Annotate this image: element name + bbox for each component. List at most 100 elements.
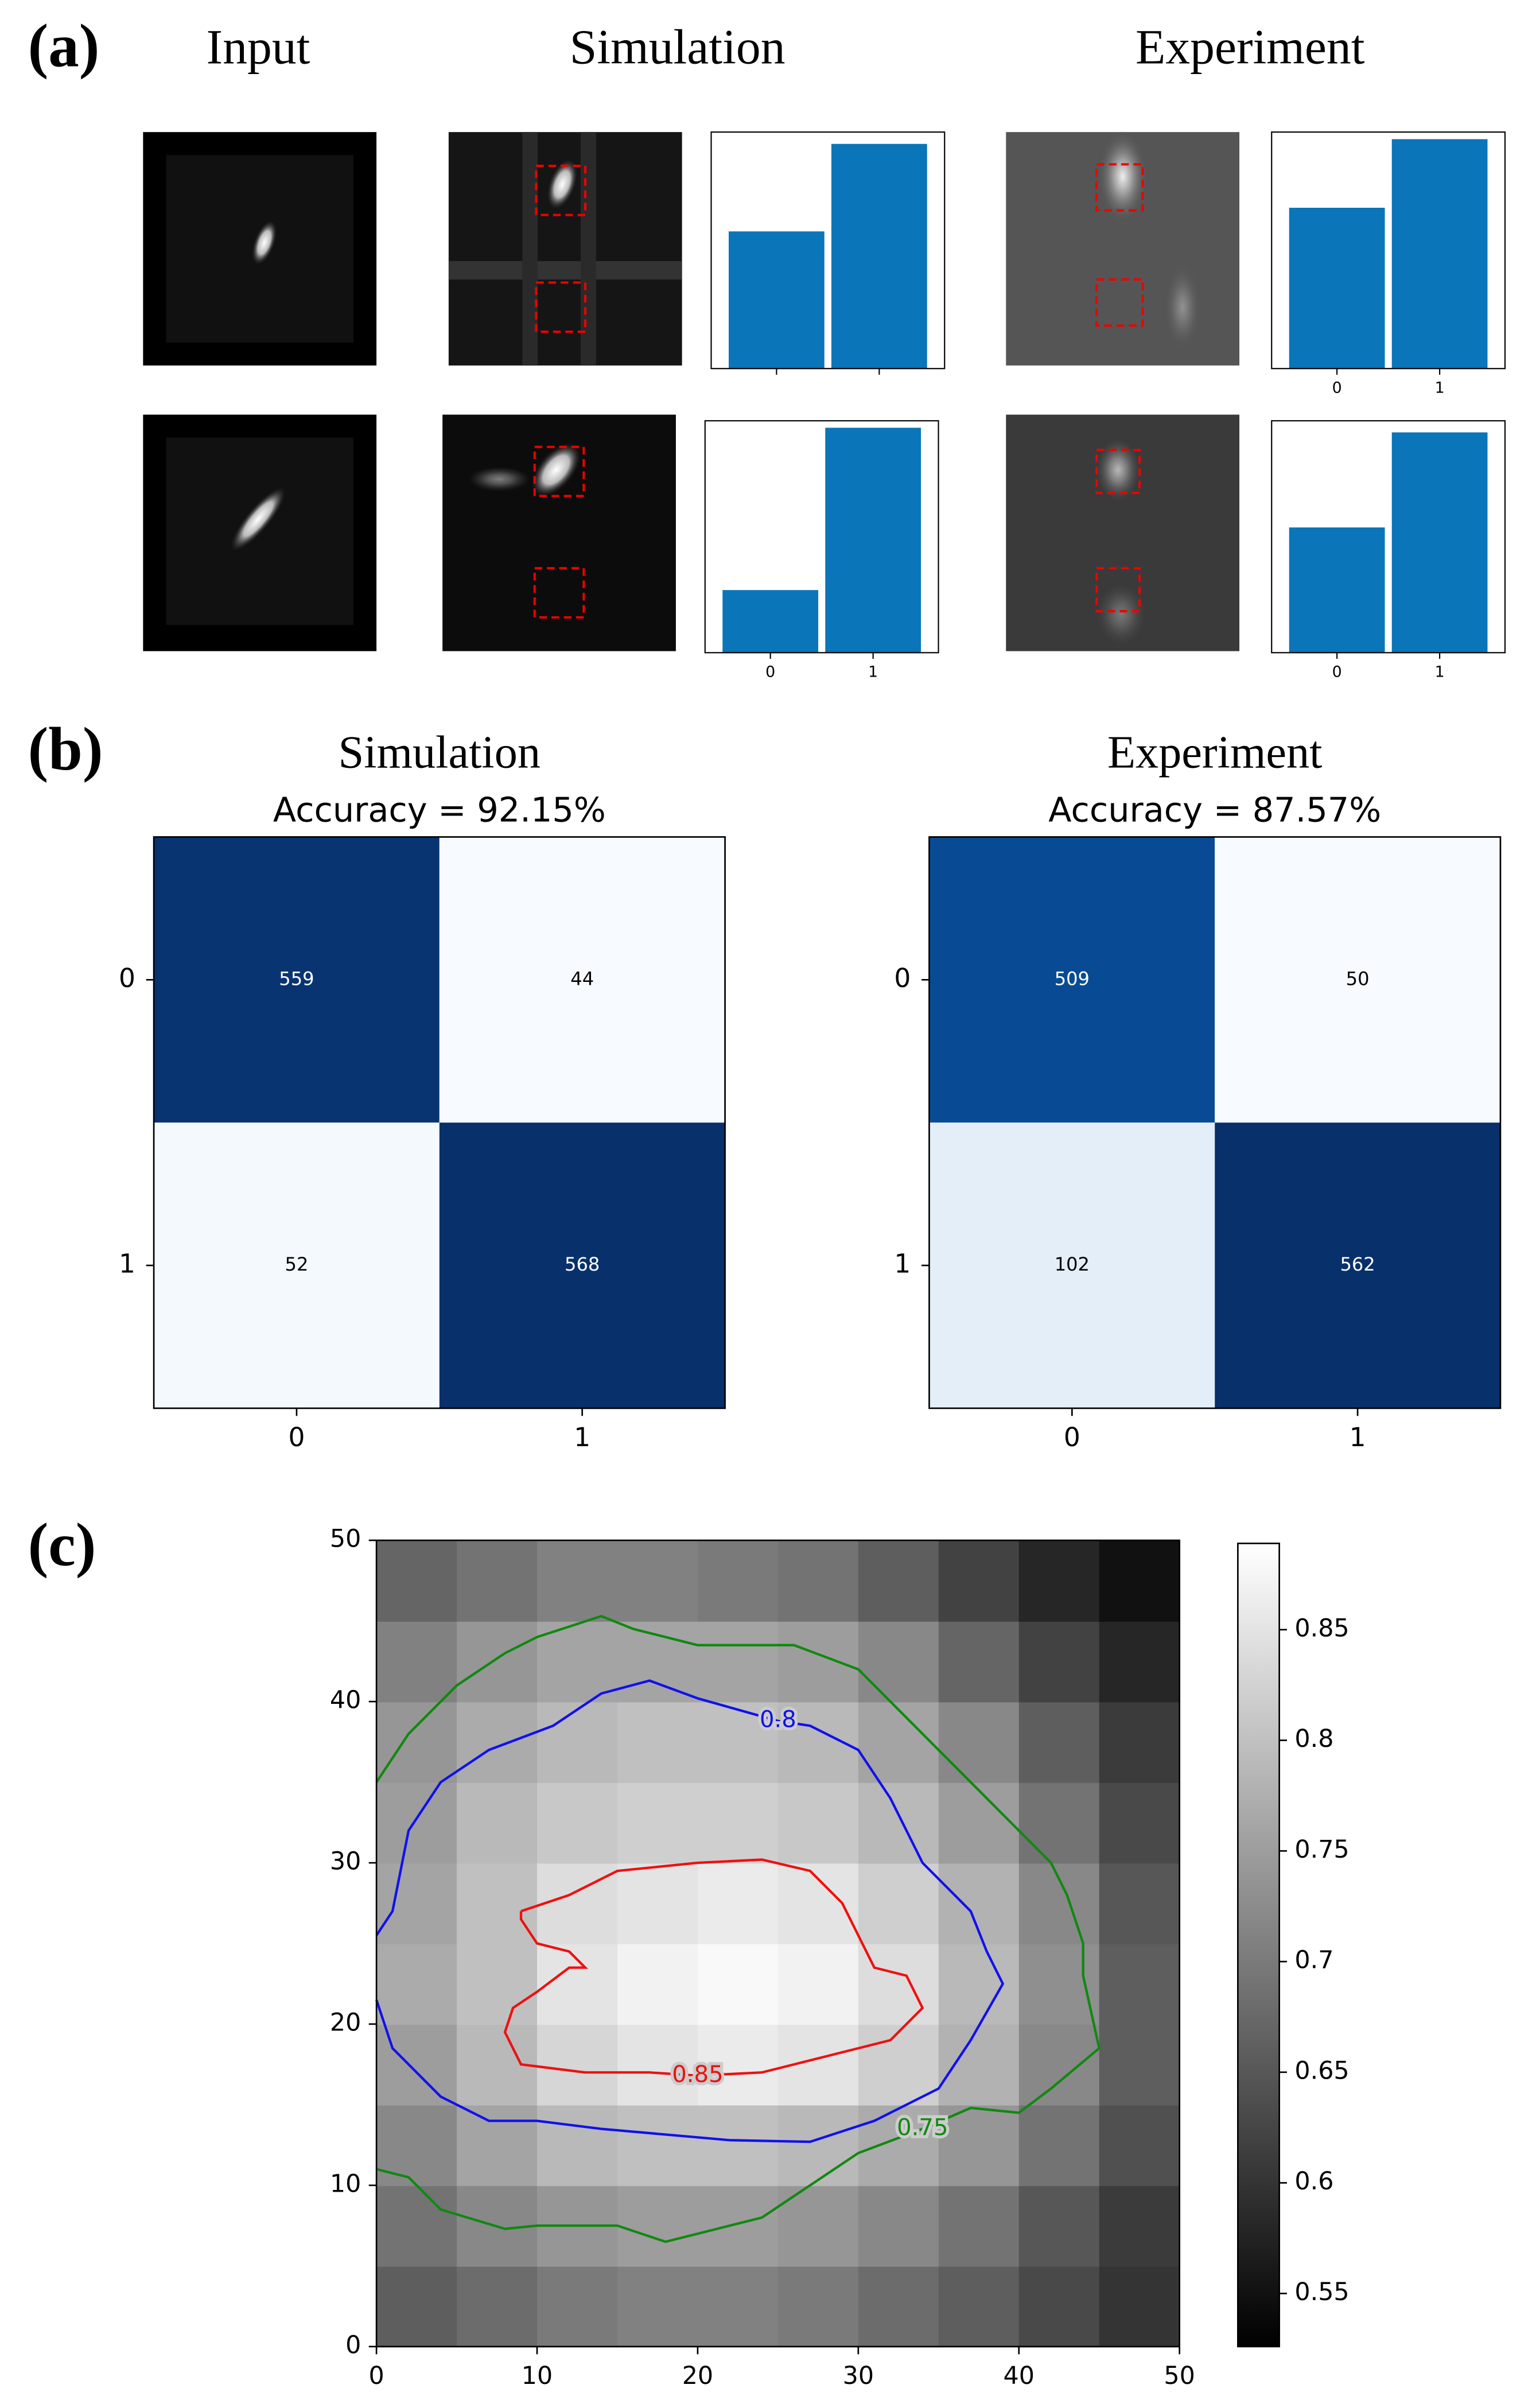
plot-frame: [375, 1539, 1181, 2348]
y-tick-label: 0: [894, 963, 911, 993]
x-tick-label: 10: [522, 2362, 553, 2390]
heatmap-cell: [858, 1621, 940, 1703]
heatmap-cell: [1099, 1943, 1181, 2025]
y-tick-label: 1: [119, 1249, 135, 1279]
x-tick-label: 20: [682, 2362, 713, 2390]
y-tick-label: 40: [330, 1686, 361, 1715]
heatmap-cell: [858, 2185, 940, 2267]
heatmap-cell: [1099, 1621, 1181, 1703]
y-tick-label: 30: [330, 1847, 361, 1876]
column-header: Input: [207, 20, 310, 75]
heatmap-cell: [858, 1702, 940, 1783]
bar: [722, 590, 819, 653]
heatmap-cell: [697, 1863, 779, 1944]
cell-label: 50: [1346, 968, 1370, 989]
experiment-image: [1006, 414, 1240, 651]
heatmap-cell: [617, 2024, 699, 2106]
contour-line: [375, 1614, 1101, 2243]
cell-label: 562: [1340, 1253, 1375, 1275]
x-tick-label: 1: [1350, 1422, 1366, 1452]
colorbar: [1237, 1543, 1280, 2348]
x-tick-label: 50: [1164, 2362, 1195, 2390]
colorbar-tick-label: 0.55: [1294, 2278, 1349, 2306]
heatmap-cell: [1018, 2185, 1101, 2267]
y-tick-label: 10: [330, 2169, 361, 2198]
heatmap-cell: [537, 1863, 619, 1944]
heatmap-cell: [1099, 2185, 1181, 2267]
y-tick-label: 20: [330, 2008, 361, 2037]
x-tick-label: 30: [843, 2362, 874, 2390]
heatmap-cell: [777, 1943, 860, 2025]
heatmap-cell: [376, 1702, 458, 1783]
simulation-image: [442, 414, 676, 651]
x-tick-label: 0: [765, 663, 775, 681]
x-tick-label: 1: [868, 663, 878, 681]
heatmap-cell: [697, 2024, 779, 2106]
colorbar-tick-label: 0.85: [1294, 1614, 1349, 1642]
column-header: Experiment: [1136, 20, 1365, 75]
heatmap-cell: [457, 2266, 538, 2348]
heatmap-cell: [617, 1621, 699, 1703]
panel-label: (c): [28, 1511, 96, 1579]
heatmap-cell: [617, 1943, 699, 2025]
column-header: Simulation: [570, 20, 786, 75]
cell-label: 44: [570, 968, 594, 989]
heatmap-cell: [697, 1782, 779, 1864]
simulation-image: [448, 132, 682, 366]
panel-label: (a): [28, 13, 100, 80]
heatmap-cell: [617, 2266, 699, 2348]
input-image: [143, 414, 377, 651]
heatmap-cell: [1099, 1540, 1181, 1622]
cell-label: 568: [565, 1253, 600, 1275]
heatmap-cell: [457, 1863, 538, 1944]
heatmap-cell: [1018, 1702, 1101, 1783]
heatmap-cell: [938, 2024, 1020, 2106]
heatmap-cell: [537, 2104, 619, 2186]
bar: [831, 143, 927, 369]
cell-label: 559: [279, 968, 314, 989]
cell-label: 509: [1055, 968, 1090, 989]
heatmap-cell: [697, 2185, 779, 2267]
heatmap-cell: [938, 1621, 1020, 1703]
heatmap-cell: [537, 2266, 619, 2348]
heatmap-cell: [777, 1621, 860, 1703]
bar: [1289, 527, 1385, 653]
bar: [1289, 208, 1385, 369]
heatmap-cell: [1018, 1943, 1101, 2025]
heatmap-cell: [1018, 1621, 1101, 1703]
heatmap-cell: [1018, 2104, 1101, 2186]
matrix-cell: [439, 1123, 725, 1408]
heatmap-cell: [1018, 1863, 1101, 1944]
heatmap-cell: [537, 1621, 619, 1703]
heatmap-cell: [777, 1540, 860, 1622]
heatmap-cell: [457, 1943, 538, 2025]
heatmap-cell: [1018, 1782, 1101, 1864]
panel-label: (b): [28, 716, 103, 783]
bar: [1391, 139, 1488, 369]
colorbar-tick-label: 0.6: [1294, 2167, 1333, 2196]
heatmap-cell: [376, 1863, 458, 1944]
matrix-cell: [154, 1123, 440, 1408]
heatmap-cell: [697, 1943, 779, 2025]
heatmap-cell: [938, 1702, 1020, 1783]
contour-label: 0.85: [672, 2061, 723, 2088]
plot-frame: [710, 131, 946, 370]
contour-label: 0.8: [760, 1707, 796, 1733]
heatmap-cell: [376, 2266, 458, 2348]
plot-frame: [1271, 420, 1506, 654]
matrix-cell: [929, 1123, 1215, 1408]
contour-label: 0.75: [897, 2115, 948, 2141]
heatmap-cell: [376, 2185, 458, 2267]
y-tick-label: 50: [330, 1525, 361, 1553]
x-tick-label: 40: [1004, 2362, 1035, 2390]
y-tick-label: 0: [119, 963, 135, 993]
heatmap-cell: [858, 1863, 940, 1944]
heatmap-cell: [1099, 2024, 1181, 2106]
heatmap-cell: [457, 2104, 538, 2186]
heatmap-cell: [938, 1943, 1020, 2025]
matrix-cell: [929, 837, 1215, 1123]
heatmap-cell: [697, 2104, 779, 2186]
heatmap-cell: [938, 1782, 1020, 1864]
bar: [825, 428, 921, 653]
